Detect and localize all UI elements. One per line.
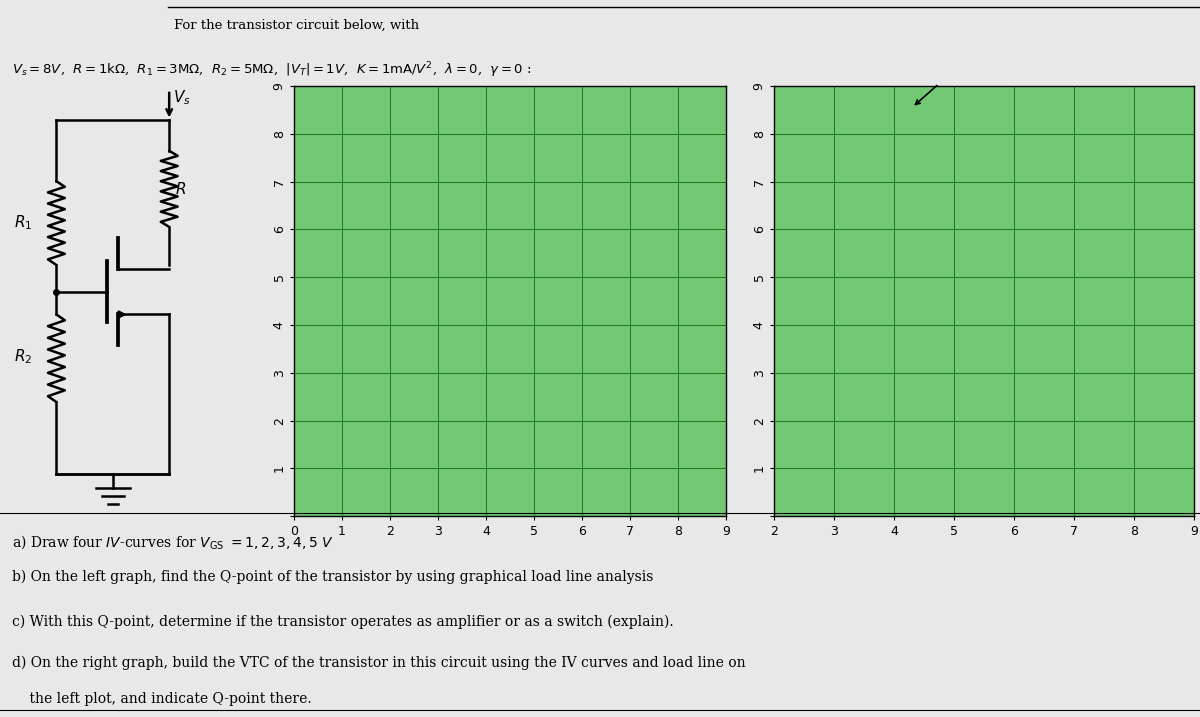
Text: For the transistor circuit below, with: For the transistor circuit below, with xyxy=(174,19,419,32)
Text: $R_1$: $R_1$ xyxy=(14,214,32,232)
Text: $V_s = 8V$,  $R = 1\mathrm{k}\Omega$,  $R_1 = 3\mathrm{M}\Omega$,  $R_2 = 5\math: $V_s = 8V$, $R = 1\mathrm{k}\Omega$, $R_… xyxy=(12,61,532,80)
Text: b) On the left graph, find the Q-point of the transistor by using graphical load: b) On the left graph, find the Q-point o… xyxy=(12,570,653,584)
Text: $V_s$: $V_s$ xyxy=(174,88,191,107)
Text: the left plot, and indicate Q-point there.: the left plot, and indicate Q-point ther… xyxy=(12,693,312,706)
Text: $R_2$: $R_2$ xyxy=(14,347,32,366)
Text: a) Draw four $IV$-curves for $V_{\rm GS}$ $= 1, 2, 3, 4, 5\ V$: a) Draw four $IV$-curves for $V_{\rm GS}… xyxy=(12,533,334,551)
Text: c) With this Q-point, determine if the transistor operates as amplifier or as a : c) With this Q-point, determine if the t… xyxy=(12,615,673,630)
Text: d) On the right graph, build the VTC of the transistor in this circuit using the: d) On the right graph, build the VTC of … xyxy=(12,655,745,670)
Text: $R$: $R$ xyxy=(175,181,186,197)
